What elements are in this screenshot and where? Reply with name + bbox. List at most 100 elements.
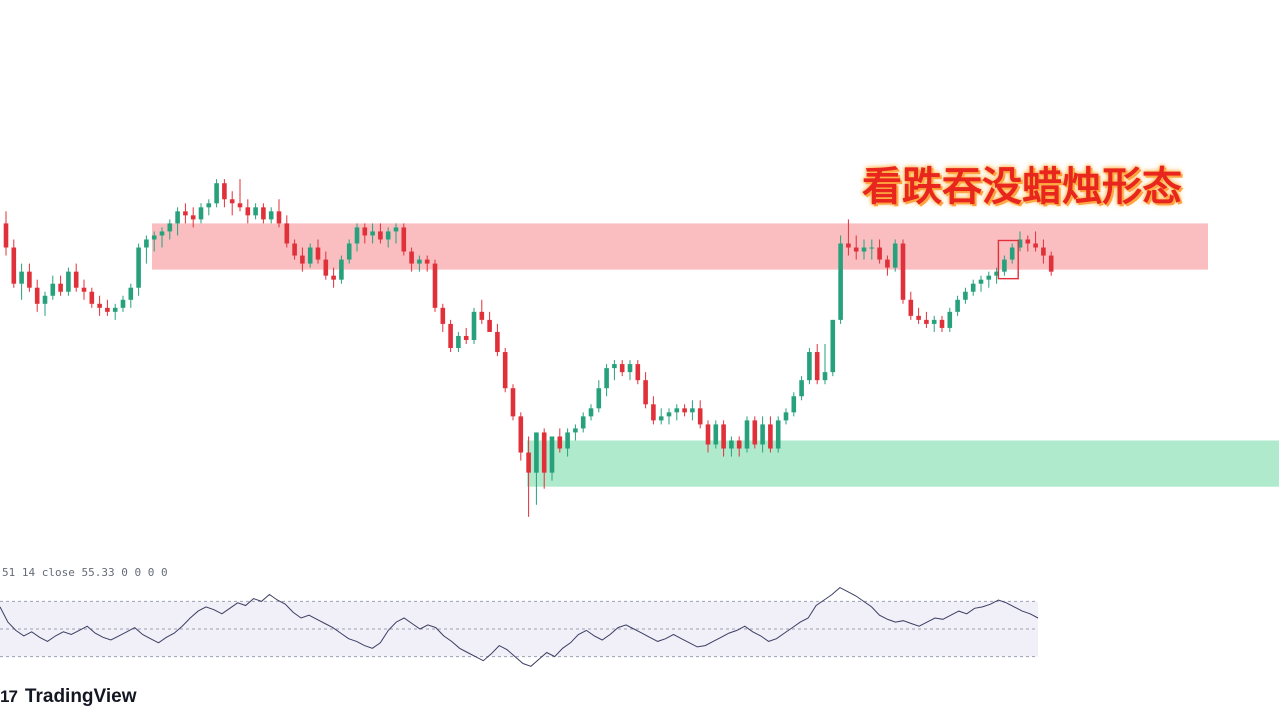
candle-body [994,271,999,276]
candle-body [339,259,344,280]
rsi-extra: 0 0 0 0 [121,566,168,579]
highlight [997,239,1019,280]
candle-body [682,408,687,413]
candle-body [471,311,477,340]
candle-body [955,299,960,312]
candle-body [729,440,734,449]
candle-body [261,207,266,220]
candle-body [651,404,656,421]
candle-body [245,207,251,216]
candle-body [307,247,313,264]
candle-body [822,372,828,381]
candle-body [229,199,235,204]
candle-body [736,440,742,449]
candle-body [105,307,110,312]
candle-body [908,299,914,316]
candle-body [1017,239,1023,248]
candle-body [838,243,843,320]
candle-body [190,215,196,220]
candle-body [986,275,992,280]
candle-body [939,319,945,328]
tradingview-logo-icon: 17 [0,687,18,706]
candle-body [534,432,539,473]
candle-body [393,227,399,232]
candle-body [417,259,422,264]
candle-body [510,388,516,417]
candle-body [19,271,24,284]
candle-body [206,203,212,208]
candle-body [549,436,555,473]
candle-body [42,295,48,304]
candle-body [588,408,594,417]
candle-body [814,352,820,381]
candle-body [791,396,797,413]
candle-body [1009,247,1015,260]
candle-body [869,247,875,249]
candle-body [596,388,602,409]
candle-body [721,424,726,449]
candle-body [58,283,63,292]
candle-body [112,307,118,312]
candle-body [440,307,446,324]
candle-body [120,299,126,308]
candle-body [783,412,789,421]
candle-body [268,211,274,220]
candle-body [463,335,469,340]
candle-body [931,319,937,324]
candle-body [300,255,305,264]
candle-body [409,251,414,264]
candle-body [970,283,976,292]
candle-body [385,231,391,240]
candle-body [502,352,508,389]
candle-body [807,352,812,381]
candle-body [1025,239,1031,244]
candle-body [1048,255,1054,272]
candle-body [276,211,282,224]
candle-body [487,319,492,332]
candle-body [666,412,672,417]
candle-body [752,420,758,445]
candle-body [658,416,664,421]
candle-body [978,279,984,284]
candle-body [89,291,95,304]
candle-body [885,259,890,268]
candle-body [690,408,695,413]
candle-body [612,364,617,369]
candle-body [66,271,71,292]
candle-body [674,408,680,413]
candle-body [198,207,204,220]
candle-body [222,183,227,200]
candle-body [573,428,578,433]
candle-body [378,231,383,240]
candle-body [315,247,321,260]
candle-body [370,231,375,236]
candle-body [580,416,586,429]
pattern-annotation: 看跌吞没蜡烛形态 [862,164,1182,210]
candle-body [144,239,149,248]
candle-body [214,183,219,204]
candle-body [432,263,438,308]
candle-body [518,416,524,453]
candle-body [128,287,134,300]
candles [3,179,1054,517]
candle-body [768,424,773,449]
candle-body [627,364,633,373]
candle-body [253,207,258,216]
candle-body [565,432,570,449]
candle-body [346,243,352,260]
candle-body [619,364,625,373]
candle-body [853,247,859,252]
candle-body [760,424,765,445]
candle-body [744,420,750,449]
rsi-value: 55.33 [81,566,115,579]
candle-body [479,311,485,320]
candle-body [705,424,711,445]
candle-body [830,319,836,373]
rsi-legend: 51 14 close 55.33 0 0 0 0 [2,566,168,579]
candle-body [900,243,906,300]
candle-body [557,436,563,449]
candle-body [362,227,368,236]
tradingview-brand[interactable]: 17 TradingView [0,684,137,710]
candle-body [924,319,929,324]
